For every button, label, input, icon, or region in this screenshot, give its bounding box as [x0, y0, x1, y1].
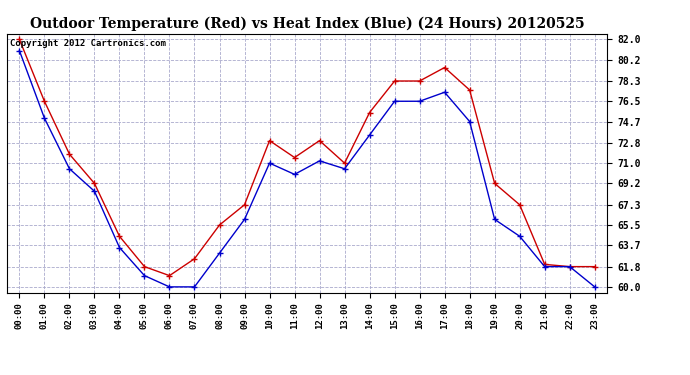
Text: Copyright 2012 Cartronics.com: Copyright 2012 Cartronics.com — [10, 39, 166, 48]
Title: Outdoor Temperature (Red) vs Heat Index (Blue) (24 Hours) 20120525: Outdoor Temperature (Red) vs Heat Index … — [30, 17, 584, 31]
